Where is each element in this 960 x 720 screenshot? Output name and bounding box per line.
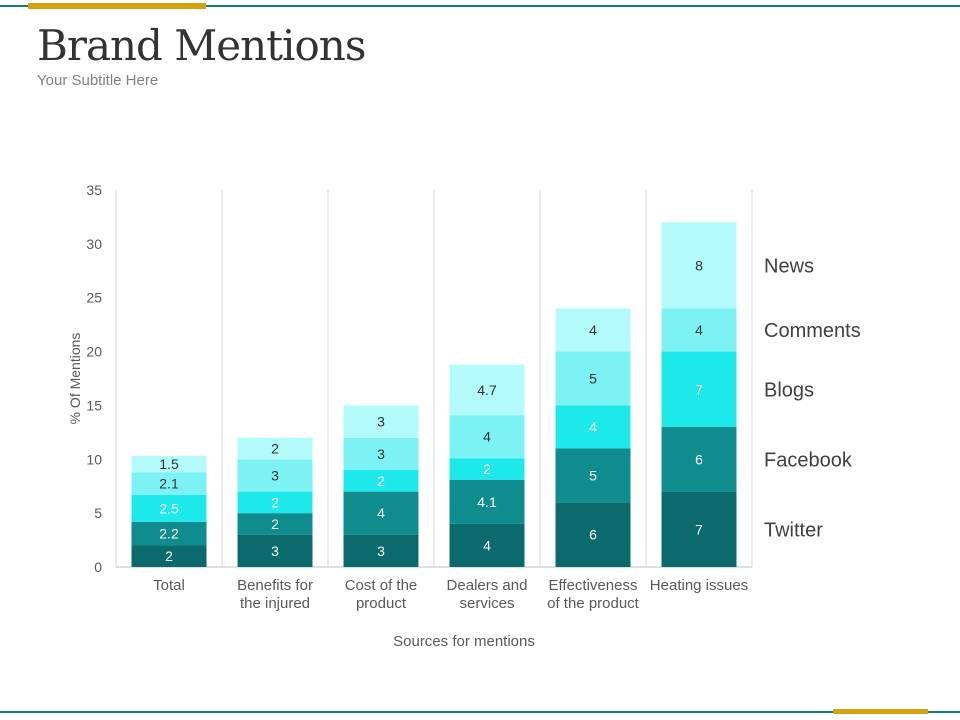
- bar-segment-blogs: [131, 494, 207, 522]
- bar-segment-news: [449, 364, 525, 416]
- bar-segment-blogs: [237, 491, 313, 514]
- x-tick-label: services: [459, 595, 514, 612]
- data-label: 3: [271, 467, 279, 483]
- legend-item-comments: Comments: [764, 320, 861, 342]
- legend-item-news: News: [764, 255, 814, 277]
- data-label: 2: [271, 516, 279, 532]
- data-label: 6: [695, 451, 703, 467]
- bar-segment-facebook: [449, 479, 525, 524]
- x-tick-label: product: [356, 595, 407, 612]
- bar-segment-twitter: [237, 534, 313, 567]
- bar-segment-news: [131, 456, 207, 473]
- bar-segment-facebook: [343, 491, 419, 535]
- data-label: 5: [589, 371, 597, 387]
- bar-segment-comments: [555, 351, 631, 406]
- bar-segment-comments: [131, 472, 207, 495]
- data-label: 4.7: [477, 382, 497, 398]
- data-label: 2.1: [159, 476, 179, 492]
- data-label: 8: [695, 257, 703, 273]
- bar-segment-facebook: [237, 513, 313, 535]
- y-tick-label: 20: [86, 344, 102, 360]
- y-tick-label: 5: [94, 505, 102, 521]
- y-tick-label: 10: [86, 451, 102, 467]
- data-label: 3: [377, 446, 385, 462]
- x-tick-label: the injured: [240, 595, 310, 612]
- data-label: 1.5: [159, 456, 179, 472]
- x-tick-label: Heating issues: [650, 577, 748, 594]
- y-tick-label: 25: [86, 290, 102, 306]
- x-axis-label: Sources for mentions: [393, 633, 535, 650]
- legend-item-blogs: Blogs: [764, 379, 814, 401]
- data-label: 7: [695, 521, 703, 537]
- data-label: 4: [589, 322, 597, 338]
- bar-segment-blogs: [343, 470, 419, 492]
- bar-segment-twitter: [343, 534, 419, 567]
- bar-segment-twitter: [449, 523, 525, 567]
- data-label: 6: [589, 527, 597, 543]
- y-tick-label: 35: [86, 182, 102, 198]
- data-label: 7: [695, 381, 703, 397]
- data-label: 3: [377, 543, 385, 559]
- x-tick-label: of the product: [547, 595, 640, 612]
- page-subtitle: Your Subtitle Here: [37, 72, 159, 89]
- data-label: 2: [271, 494, 279, 510]
- y-tick-label: 30: [86, 236, 102, 252]
- data-label: 2.5: [159, 500, 179, 516]
- data-label: 2: [271, 441, 279, 457]
- x-tick-label: Benefits for: [237, 577, 313, 594]
- top-divider-line: [0, 5, 960, 7]
- bar-segment-news: [661, 222, 737, 309]
- bar-segment-twitter: [661, 491, 737, 567]
- bar-segment-facebook: [131, 521, 207, 546]
- bar-segment-comments: [449, 415, 525, 459]
- y-tick-label: 0: [94, 559, 102, 575]
- x-tick-label: Effectiveness: [549, 577, 638, 594]
- legend-item-twitter: Twitter: [764, 519, 823, 541]
- bar-segment-blogs: [449, 458, 525, 480]
- bar-segment-comments: [661, 308, 737, 352]
- bar-segment-comments: [237, 459, 313, 492]
- bar-segment-comments: [343, 437, 419, 471]
- data-label: 3: [271, 543, 279, 559]
- data-label: 4.1: [477, 494, 497, 510]
- data-label: 4: [483, 429, 491, 445]
- bar-segment-news: [343, 405, 419, 438]
- bar-segment-twitter: [555, 502, 631, 567]
- legend-item-facebook: Facebook: [764, 449, 853, 471]
- bar-segment-twitter: [131, 545, 207, 567]
- data-label: 4: [377, 505, 385, 521]
- data-label: 2.2: [159, 526, 179, 542]
- data-label: 2: [483, 461, 491, 477]
- top-accent-bar: [28, 3, 206, 9]
- x-tick-label: Dealers and: [447, 577, 528, 594]
- x-tick-label: Cost of the: [345, 577, 418, 594]
- y-axis-label: % Of Mentions: [67, 333, 83, 425]
- bar-segment-news: [237, 437, 313, 460]
- x-tick-label: Total: [153, 577, 185, 594]
- y-tick-label: 15: [86, 397, 102, 413]
- data-label: 4: [589, 419, 597, 435]
- bar-segment-blogs: [555, 405, 631, 449]
- bar-segment-facebook: [661, 426, 737, 492]
- bar-segment-news: [555, 308, 631, 352]
- bar-segment-blogs: [661, 351, 737, 427]
- data-label: 3: [377, 414, 385, 430]
- data-label: 2: [377, 473, 385, 489]
- data-label: 5: [589, 467, 597, 483]
- page-title: Brand Mentions: [37, 21, 366, 70]
- bar-segment-facebook: [555, 448, 631, 503]
- data-label: 4: [483, 537, 491, 553]
- bottom-divider-line: [0, 711, 960, 713]
- data-label: 2: [165, 548, 173, 564]
- data-label: 4: [695, 322, 703, 338]
- bottom-accent-bar: [833, 709, 928, 714]
